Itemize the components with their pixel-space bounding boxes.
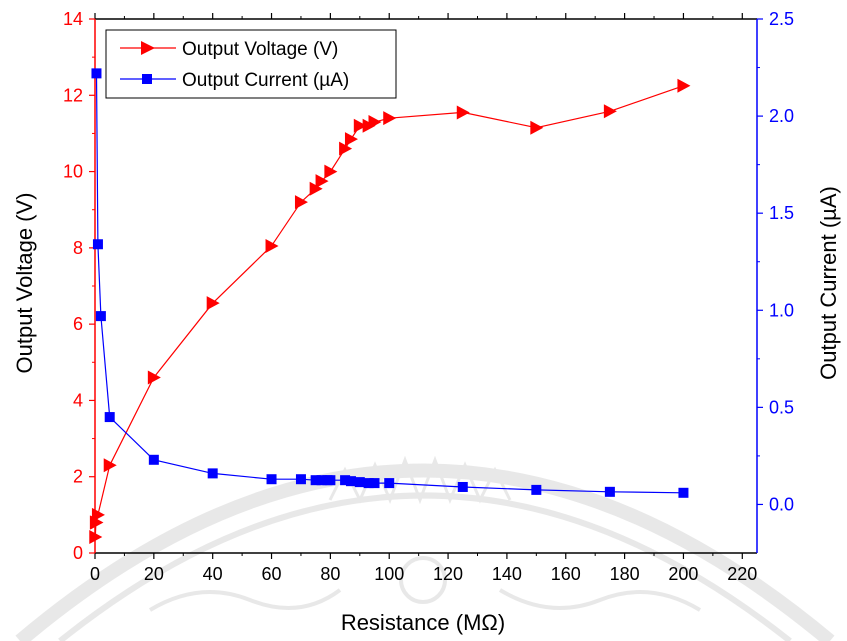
right-y-tick-label: 0.5 bbox=[769, 397, 794, 417]
current-point bbox=[340, 475, 351, 486]
voltage-point bbox=[383, 111, 397, 126]
x-tick-label: 60 bbox=[262, 564, 282, 584]
voltage-point bbox=[89, 529, 103, 544]
left-y-tick-label: 14 bbox=[63, 9, 83, 29]
current-point bbox=[363, 478, 374, 489]
left-y-tick-label: 12 bbox=[63, 85, 83, 105]
current-point bbox=[316, 475, 327, 486]
voltage-point bbox=[324, 164, 338, 179]
legend-label-voltage: Output Voltage (V) bbox=[182, 39, 338, 60]
current-point bbox=[295, 474, 306, 485]
x-tick-label: 120 bbox=[433, 564, 463, 584]
voltage-point bbox=[344, 132, 358, 147]
current-point bbox=[207, 468, 218, 479]
left-y-tick-label: 6 bbox=[73, 314, 83, 334]
left-y-tick-label: 8 bbox=[73, 238, 83, 258]
current-point bbox=[531, 484, 542, 495]
left-y-tick-label: 4 bbox=[73, 390, 83, 410]
x-tick-label: 200 bbox=[668, 564, 698, 584]
voltage-point bbox=[103, 458, 117, 473]
voltage-point bbox=[91, 507, 105, 522]
legend-item-current: Output Current (µA) bbox=[120, 70, 349, 91]
voltage-point bbox=[265, 238, 279, 253]
current-point bbox=[384, 478, 395, 489]
x-tick-label: 80 bbox=[320, 564, 340, 584]
axis-ticks: 0 20 40 60 80 100 120 140 160 180 200 220 0 2 4 6 8 10 12 1… bbox=[63, 9, 794, 584]
x-tick-label: 100 bbox=[374, 564, 404, 584]
current-point bbox=[91, 68, 102, 79]
current-point bbox=[310, 475, 321, 486]
right-y-tick-label: 2.0 bbox=[769, 106, 794, 126]
voltage-point bbox=[315, 174, 329, 189]
voltage-point bbox=[294, 195, 308, 210]
legend-marker-voltage bbox=[141, 41, 155, 55]
current-point bbox=[457, 481, 468, 492]
x-axis-title: Resistance (MΩ) bbox=[341, 610, 505, 635]
current-point bbox=[325, 475, 336, 486]
current-point bbox=[95, 311, 106, 322]
current-point bbox=[678, 487, 689, 498]
x-tick-label: 0 bbox=[90, 564, 100, 584]
legend-item-voltage: Output Voltage (V) bbox=[120, 39, 338, 60]
left-y-tick-label: 2 bbox=[73, 467, 83, 487]
x-tick-label: 180 bbox=[610, 564, 640, 584]
voltage-point bbox=[603, 104, 617, 119]
x-tick-label: 140 bbox=[492, 564, 522, 584]
current-point bbox=[92, 239, 103, 250]
right-y-tick-label: 0.0 bbox=[769, 494, 794, 514]
current-point bbox=[345, 476, 356, 487]
current-point bbox=[604, 486, 615, 497]
x-tick-label: 160 bbox=[551, 564, 581, 584]
voltage-point bbox=[368, 114, 382, 129]
legend-marker-current bbox=[142, 74, 152, 84]
voltage-point bbox=[353, 118, 367, 133]
voltage-point bbox=[147, 370, 161, 385]
left-y-tick-label: 10 bbox=[63, 162, 83, 182]
current-point bbox=[104, 412, 115, 423]
left-y-axis-title: Output Voltage (V) bbox=[12, 193, 37, 374]
x-tick-label: 40 bbox=[203, 564, 223, 584]
current-point bbox=[148, 454, 159, 465]
series-layer bbox=[89, 68, 691, 544]
current-point bbox=[354, 477, 365, 488]
watermark-seal bbox=[15, 455, 835, 641]
legend: Output Voltage (V) Output Current (µA) bbox=[105, 29, 397, 99]
x-tick-label: 20 bbox=[144, 564, 164, 584]
voltage-point bbox=[456, 105, 470, 120]
left-y-tick-label: 0 bbox=[73, 543, 83, 563]
legend-box bbox=[105, 29, 397, 99]
current-point bbox=[266, 474, 277, 485]
voltage-point bbox=[339, 141, 353, 156]
right-y-tick-label: 2.5 bbox=[769, 9, 794, 29]
current-point bbox=[369, 478, 380, 489]
current-series-line bbox=[95, 73, 684, 494]
voltage-point bbox=[206, 296, 220, 311]
voltage-point bbox=[530, 120, 544, 135]
voltage-point bbox=[309, 181, 323, 196]
x-tick-label: 220 bbox=[727, 564, 757, 584]
voltage-point bbox=[677, 78, 691, 93]
legend-label-current: Output Current (µA) bbox=[182, 70, 349, 91]
right-y-tick-label: 1.5 bbox=[769, 203, 794, 223]
right-y-axis-title: Output Current (µA) bbox=[816, 186, 841, 380]
right-y-tick-label: 1.0 bbox=[769, 300, 794, 320]
